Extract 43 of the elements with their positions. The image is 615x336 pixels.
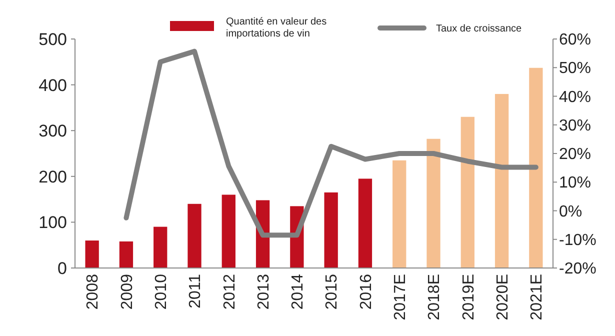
- y2-tick-label: 20%: [559, 146, 592, 164]
- y2-tick-label: 30%: [559, 117, 592, 134]
- x-tick-label: 2017E: [392, 274, 409, 320]
- bar: [494, 94, 509, 268]
- y2-tick-label: 0%: [559, 203, 582, 220]
- x-tick-label: 2021E: [528, 274, 546, 320]
- bar: [222, 194, 236, 268]
- y2-tick-label: 60%: [559, 32, 592, 49]
- y2-tick-label: 50%: [559, 60, 592, 78]
- y2-tick-label: 40%: [559, 88, 592, 106]
- x-tick-label: 2008: [84, 274, 102, 310]
- x-tick-label: 2013: [255, 274, 272, 310]
- y-tick-label: 200: [38, 167, 67, 186]
- x-tick-label: 2019E: [460, 274, 478, 320]
- y-tick-label: 100: [38, 213, 67, 232]
- bar: [358, 178, 372, 268]
- bar: [324, 192, 338, 268]
- y2-tick-label: -20%: [559, 260, 596, 278]
- y-tick-label: 0: [58, 258, 67, 278]
- bar: [426, 138, 440, 268]
- bar: [154, 226, 168, 268]
- y-tick-label: 300: [38, 122, 67, 141]
- bar: [392, 160, 406, 268]
- bar: [460, 116, 474, 268]
- legend-label: Taux de croissance: [436, 24, 522, 34]
- x-tick-label: 2015: [324, 274, 341, 310]
- bar: [119, 241, 134, 268]
- y-tick-label: 500: [38, 30, 67, 49]
- bar: [85, 240, 99, 268]
- x-tick-label: 2012: [221, 274, 238, 310]
- bar: [188, 204, 202, 268]
- x-tick-label: 2014: [290, 274, 307, 310]
- y2-tick-label: -10%: [559, 232, 596, 249]
- x-tick-label: 2018E: [426, 274, 444, 320]
- x-tick-label: 2011: [187, 274, 204, 308]
- x-tick-label: 2009: [118, 274, 136, 310]
- y-tick-label: 400: [38, 76, 67, 95]
- x-tick-label: 2010: [152, 274, 170, 310]
- x-tick-label: 2020E: [494, 274, 512, 320]
- y2-tick-label: 10%: [559, 174, 592, 192]
- bar: [529, 68, 543, 268]
- x-tick-label: 2016: [358, 274, 375, 310]
- legend-label: Quantité en valeur des importations de vin: [226, 16, 327, 40]
